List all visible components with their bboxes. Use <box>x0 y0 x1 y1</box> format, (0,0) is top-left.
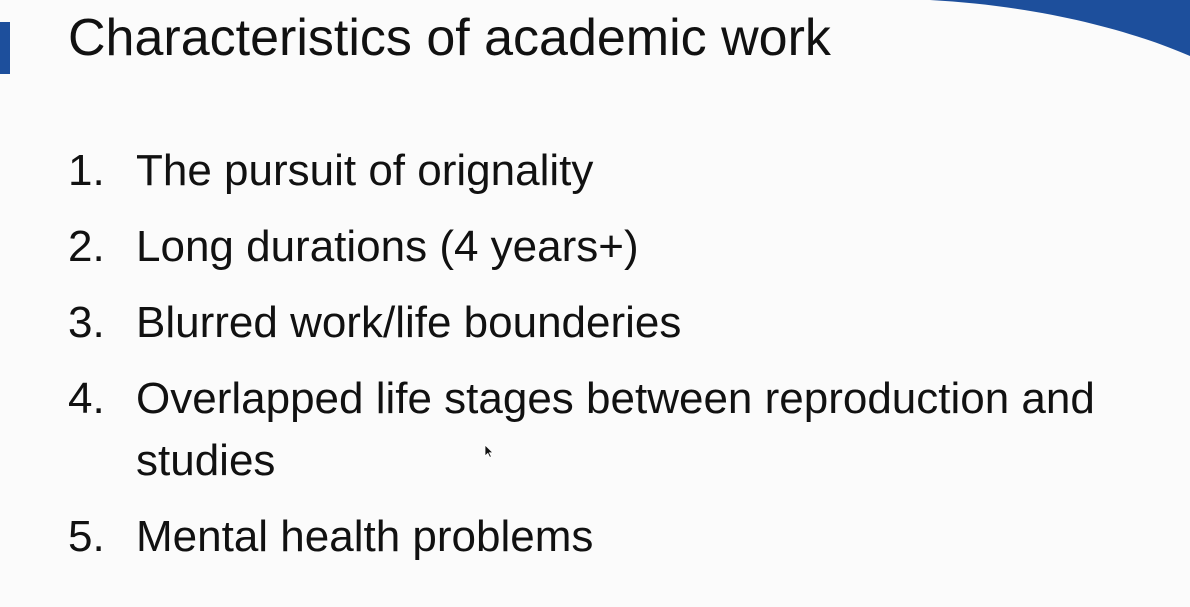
list-item-text: The pursuit of orignality <box>136 146 594 195</box>
corner-decoration <box>930 0 1190 56</box>
list-item-number: 4. <box>68 374 105 423</box>
list-item: 2. Long durations (4 years+) <box>68 216 1158 278</box>
list-item-text: Mental health problems <box>136 512 594 561</box>
list-item-number: 5. <box>68 512 105 561</box>
list-item-number: 1. <box>68 146 105 195</box>
list-item-text: Long durations (4 years+) <box>136 222 639 271</box>
list-item-number: 3. <box>68 298 105 347</box>
list-item: 5. Mental health problems <box>68 506 1158 568</box>
list-item-text: Blurred work/life bounderies <box>136 298 682 347</box>
title-accent-bar <box>0 22 10 74</box>
characteristics-list: 1. The pursuit of orignality 2. Long dur… <box>68 140 1158 582</box>
slide-title: Characteristics of academic work <box>68 9 831 67</box>
list-item: 3. Blurred work/life bounderies <box>68 292 1158 354</box>
list-item-number: 2. <box>68 222 105 271</box>
mouse-pointer-icon <box>484 444 494 458</box>
list-item: 1. The pursuit of orignality <box>68 140 1158 202</box>
list-item: 4. Overlapped life stages between reprod… <box>68 368 1158 492</box>
list-item-text: Overlapped life stages between reproduct… <box>136 374 1095 485</box>
